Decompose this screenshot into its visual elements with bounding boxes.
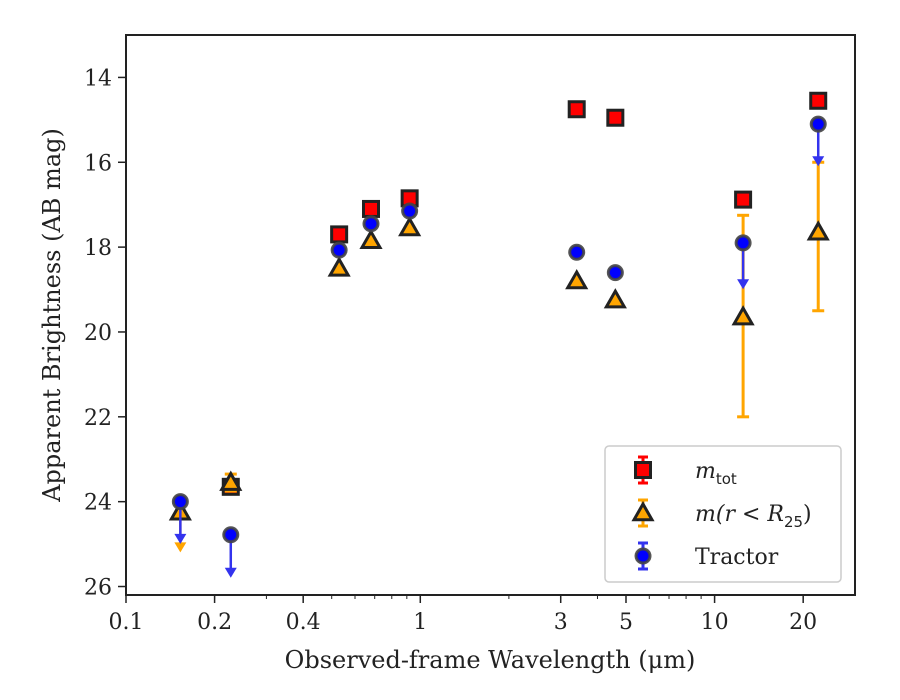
x-tick-label: 1 [413, 610, 427, 635]
y-tick-label: 22 [84, 406, 112, 431]
legend-label: m(r < R25) [695, 502, 812, 531]
data-point-square [809, 91, 828, 110]
plot-frame [125, 34, 856, 596]
legend-marker-circle [634, 547, 652, 565]
data-point-triangle [565, 269, 589, 290]
upper-limit-arrow [737, 279, 750, 290]
legend-label-main: m [695, 459, 716, 484]
x-tick-label: 10 [701, 610, 729, 635]
data-point-triangle [327, 256, 351, 277]
data-point-triangle [731, 305, 755, 326]
legend-label-sub: tot [716, 470, 737, 488]
data-point-circle [330, 241, 348, 259]
upper-limit-arrow [224, 567, 237, 578]
data-point-square [362, 199, 381, 218]
x-tick-label: 0.4 [286, 610, 321, 635]
x-tick-label: 3 [554, 610, 568, 635]
upper-limit-arrow [174, 533, 187, 544]
legend-label-sub: 25 [784, 513, 803, 531]
legend-label-tail: ) [803, 502, 812, 527]
legend-label: mtot [695, 459, 737, 488]
data-point-triangle [398, 216, 422, 237]
data-point-circle [171, 493, 189, 511]
x-tick-label: 5 [619, 610, 633, 635]
data-point-square [606, 108, 625, 127]
legend-label-main: Tractor [695, 545, 779, 570]
y-axis-title: Apparent Brightness (AB mag) [38, 128, 66, 503]
x-tick-label: 0.2 [197, 610, 232, 635]
data-point-circle [362, 215, 380, 233]
data-point-circle [568, 243, 586, 261]
x-axis-title: Observed-frame Wavelength (μm) [285, 646, 696, 674]
data-point-triangle [359, 228, 383, 250]
data-point-circle [734, 234, 752, 252]
y-tick-label: 16 [84, 151, 112, 176]
legend-label: Tractor [695, 545, 779, 570]
upper-limit-arrow [174, 542, 187, 553]
chart-marks [168, 91, 830, 578]
data-point-circle [809, 115, 827, 133]
axes: 0.1 0.2 0.4 1 3 5 10 20 14 16 18 20 22 24 26 [84, 66, 817, 635]
data-point-circle [222, 526, 240, 544]
y-tick-label: 26 [84, 576, 112, 601]
legend-marker-triangle [631, 500, 655, 522]
data-point-circle [606, 264, 624, 282]
y-tick-label: 18 [84, 236, 112, 261]
legend-marker-square [634, 461, 652, 479]
data-point-triangle [219, 470, 243, 491]
legend-box [604, 445, 842, 583]
legend: mtot m(r < R25) Tractor [604, 445, 842, 583]
y-tick-label: 14 [84, 66, 112, 91]
x-tick-label: 0.1 [109, 610, 144, 635]
data-point-square [734, 190, 753, 209]
y-tick-label: 20 [84, 321, 112, 346]
y-tick-label: 24 [84, 491, 112, 516]
data-point-circle [401, 202, 419, 220]
upper-limit-arrow [812, 156, 825, 167]
data-point-square [330, 225, 349, 244]
data-point-triangle [806, 220, 830, 241]
legend-label-main: m(r < R [695, 502, 784, 527]
data-point-square [567, 100, 586, 119]
data-point-triangle [603, 288, 627, 309]
x-tick-label: 20 [789, 610, 817, 635]
